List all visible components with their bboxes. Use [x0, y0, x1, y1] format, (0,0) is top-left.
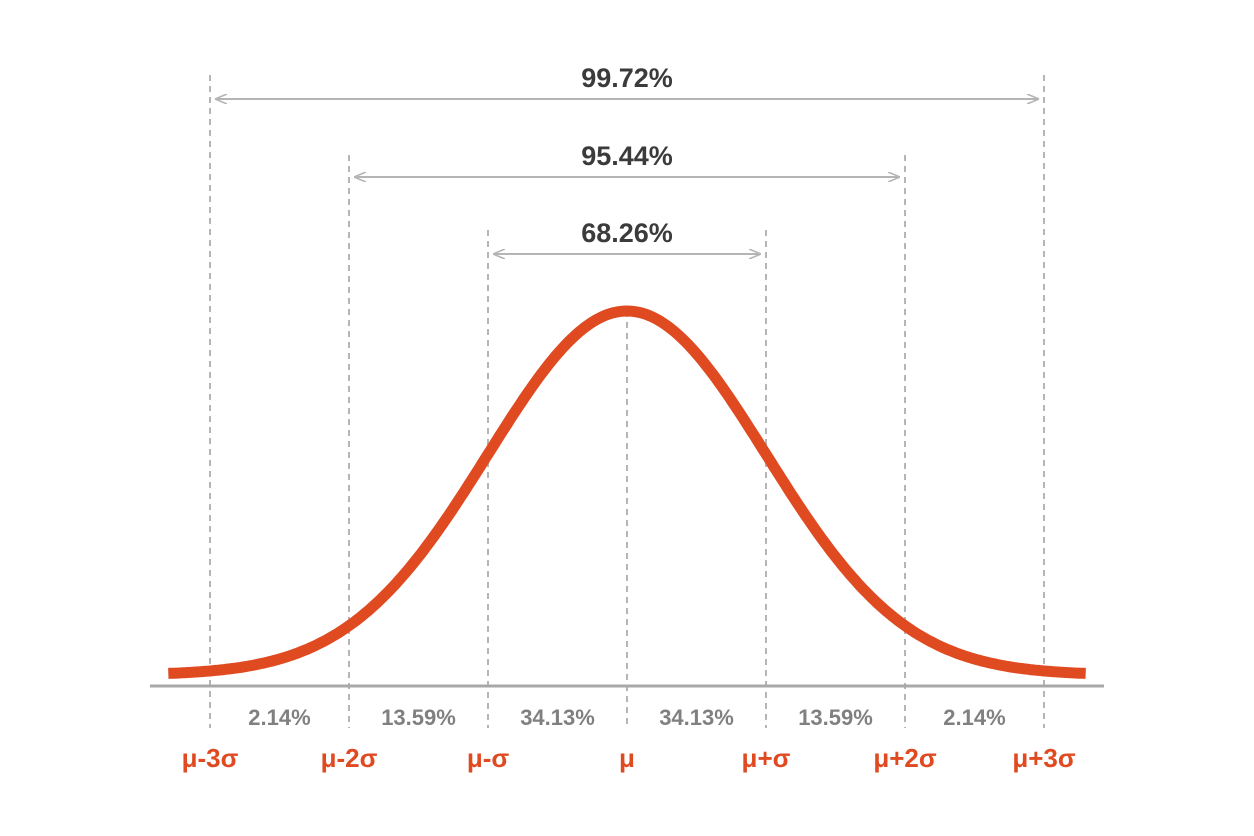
x-tick-label: μ-2σ [321, 743, 378, 773]
segment-percent-label: 13.59% [798, 705, 873, 730]
x-tick-label: μ-3σ [182, 743, 239, 773]
segment-percent-label: 2.14% [248, 705, 310, 730]
segment-percentages: 2.14% 13.59% 34.13% 34.13% 13.59% 2.14% [248, 705, 1005, 730]
range-label: 95.44% [581, 141, 673, 171]
x-tick-label: μ+2σ [873, 743, 937, 773]
x-tick-label: μ+3σ [1012, 743, 1076, 773]
x-tick-label: μ-σ [467, 743, 510, 773]
sigma-guide-lines [209, 75, 1045, 728]
range-arrows: 99.72% 95.44% 68.26% [216, 63, 1038, 254]
segment-percent-label: 34.13% [520, 705, 595, 730]
bell-curve [165, 305, 1089, 679]
range-label: 68.26% [581, 218, 673, 248]
range-label: 99.72% [581, 63, 673, 93]
x-tick-label: μ [619, 743, 635, 773]
segment-percent-label: 2.14% [943, 705, 1005, 730]
segment-percent-label: 13.59% [381, 705, 456, 730]
segment-percent-label: 34.13% [659, 705, 734, 730]
x-tick-label: μ+σ [742, 743, 791, 773]
x-tick-labels: μ-3σ μ-2σ μ-σ μ μ+σ μ+2σ μ+3σ [182, 743, 1076, 773]
